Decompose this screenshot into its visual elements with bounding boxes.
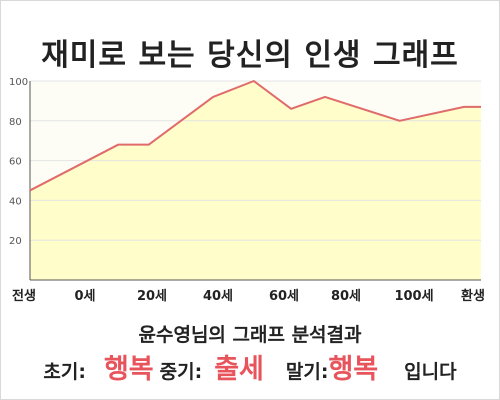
y-tick-label: 60 [9,157,22,168]
x-tick-label: 전생 [12,288,36,304]
analysis-result: 초기: 행복 중기: 출세 말기: 행복 입니다 [0,347,500,386]
early-label: 초기: [43,361,86,383]
x-tick-label: 0세 [74,289,95,304]
area-fill [30,81,481,280]
x-tick-label: 20세 [137,289,167,304]
analysis-heading: 윤수영님의 그래프 분석결과 [138,324,362,346]
middle-value: 출세 [214,354,264,385]
x-tick-label: 80세 [331,289,361,304]
late-label: 말기: [285,361,329,383]
late-value: 행복 [328,354,379,385]
y-tick-label: 80 [9,117,22,128]
y-tick-label: 20 [9,236,22,247]
life-chart: 20 40 60 80 100 전생 0세 20세 40세 60세 80세 100세 환생 [9,77,485,304]
y-tick-label: 100 [9,77,28,88]
middle-label: 중기: [159,361,203,383]
x-tick-label: 환생 [461,288,485,304]
page-title: 재미로 보는 당신의 인생 그래프 [41,38,459,73]
x-tick-label: 60세 [269,289,299,304]
early-value: 행복 [103,354,154,385]
ending-text: 입니다 [404,361,457,383]
x-tick-label: 100세 [394,289,433,304]
life-line [29,80,481,192]
y-tick-label: 40 [9,196,22,207]
x-tick-label: 40세 [203,289,233,304]
